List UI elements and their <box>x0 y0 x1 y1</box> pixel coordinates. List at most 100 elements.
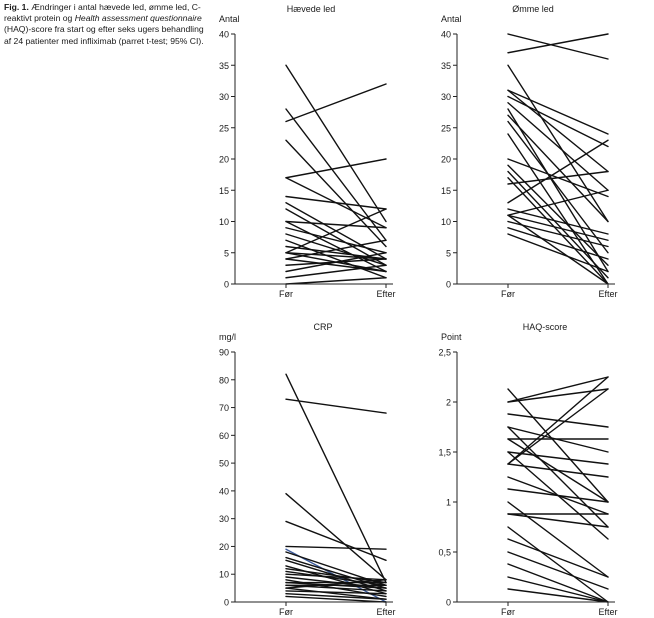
y-tick-label: 35 <box>441 61 451 71</box>
y-tick-label: 70 <box>219 403 229 413</box>
series-line-patient-18 <box>285 208 387 254</box>
y-tick-label: 40 <box>219 30 229 40</box>
y-axis-label: Antal <box>219 14 240 24</box>
series-line-patient-14 <box>285 239 387 279</box>
series-line-patient-11 <box>507 133 609 285</box>
series-line-patient-21 <box>507 588 609 603</box>
series-line-patient-1 <box>507 33 609 60</box>
y-tick-label: 50 <box>219 459 229 469</box>
x-tick-after: Efter <box>598 289 617 299</box>
series-line-patient-19 <box>285 258 387 273</box>
y-tick-label: 30 <box>441 92 451 102</box>
y-tick-label: 1,5 <box>438 448 451 458</box>
series-line-patient-2 <box>507 33 609 54</box>
series-line-patient-10 <box>285 220 387 229</box>
y-tick-label: 0 <box>224 280 229 290</box>
y-tick-label: 20 <box>219 155 229 165</box>
series-line-patient-6 <box>507 95 609 148</box>
chart-crp: CRP mg/l 0 10 20 30 40 50 60 70 80 90 Før Efter <box>219 322 396 617</box>
series-line-patient-14 <box>507 170 609 279</box>
series-line-patient-19 <box>507 214 609 241</box>
series-line-patient-23 <box>285 264 387 279</box>
chart-title: CRP <box>313 322 332 332</box>
series-line-patient-22 <box>285 590 387 595</box>
y-tick-label: 25 <box>219 123 229 133</box>
y-tick-label: 30 <box>219 514 229 524</box>
y-tick-label: 0,5 <box>438 548 451 558</box>
series-line-patient-17 <box>285 252 387 260</box>
y-tick-label: 20 <box>219 542 229 552</box>
series-line-patient-18 <box>507 551 609 590</box>
y-tick-label: 60 <box>219 431 229 441</box>
series-line-patient-15 <box>285 245 387 260</box>
y-axis-label: mg/l <box>219 332 236 342</box>
y-tick-label: 30 <box>219 92 229 102</box>
y-tick-label: 40 <box>441 30 451 40</box>
series-line-patient-24 <box>285 277 387 285</box>
series-line-patient-23 <box>285 592 387 600</box>
series-line-patient-20 <box>507 576 609 603</box>
series-line-patient-11 <box>285 567 387 584</box>
chart-haq-score: HAQ-score Point 0 0,5 1 1,5 2 2,5 Før Efter <box>438 322 617 617</box>
series-line-patient-24 <box>285 595 387 603</box>
y-axis-label: Antal <box>441 14 462 24</box>
series-line-patient-20 <box>285 579 387 589</box>
series-line-patient-4 <box>285 139 387 248</box>
series-line-patient-9 <box>507 114 609 223</box>
series-line-patient-3 <box>507 64 609 223</box>
y-tick-label: 90 <box>219 348 229 358</box>
series-line-patient-5 <box>507 426 609 528</box>
x-tick-before: Før <box>279 607 293 617</box>
chart-title: Hævede led <box>287 4 336 14</box>
x-tick-before: Før <box>501 607 515 617</box>
x-tick-after: Efter <box>598 607 617 617</box>
y-tick-label: 35 <box>219 61 229 71</box>
chart-tender-joints: Ømme led Antal 0 5 10 15 20 25 30 35 40 Før Efte… <box>441 4 618 299</box>
y-tick-label: 5 <box>224 248 229 258</box>
y-tick-label: 10 <box>219 217 229 227</box>
series-line-patient-22 <box>507 227 609 260</box>
series-line-patient-7 <box>507 451 609 465</box>
series-line-patient-22 <box>285 252 387 273</box>
y-tick-label: 5 <box>446 248 451 258</box>
caption-text-1: Ændringer i antal hævede led, ømme led, … <box>4 2 201 24</box>
series-line-patient-17 <box>507 139 609 204</box>
series-line-patient-11 <box>285 220 387 273</box>
series-line-patient-16 <box>507 526 609 603</box>
caption-text-italic: Health assessment questionnaire <box>74 13 202 24</box>
series-line-patient-3 <box>285 83 387 123</box>
series-line-patient-15 <box>507 177 609 285</box>
series-line-patient-10 <box>507 120 609 254</box>
series-line-patient-3 <box>285 492 387 581</box>
x-tick-before: Før <box>279 289 293 299</box>
x-tick-before: Før <box>501 289 515 299</box>
series-line-patient-24 <box>507 214 609 285</box>
chart-swollen-joints: Hævede led Antal 0 5 10 15 20 25 30 35 40 Før Ef… <box>219 4 396 299</box>
series-line-patient-1 <box>285 64 387 223</box>
series-line-patient-13 <box>507 501 609 578</box>
series-line-patient-2 <box>285 108 387 241</box>
y-tick-label: 10 <box>441 217 451 227</box>
series-line-patient-20 <box>507 189 609 216</box>
x-tick-after: Efter <box>376 289 395 299</box>
series-line-patient-5 <box>285 545 387 550</box>
y-tick-label: 1 <box>446 498 451 508</box>
series-line-patient-18 <box>507 208 609 235</box>
series-line-patient-24 <box>507 438 609 503</box>
y-tick-label: 0 <box>224 598 229 608</box>
y-tick-label: 20 <box>441 155 451 165</box>
y-tick-label: 25 <box>441 123 451 133</box>
series-line-patient-20 <box>285 239 387 260</box>
series-line-patient-23 <box>507 451 609 540</box>
series-line-patient-1 <box>507 388 609 503</box>
series-line-patient-22 <box>507 426 609 453</box>
series-line-patient-4 <box>507 89 609 135</box>
series-line-patient-8 <box>507 108 609 273</box>
series-line-patient-7 <box>285 195 387 210</box>
series-line-patient-16 <box>507 170 609 185</box>
chart-title: Ømme led <box>512 4 554 14</box>
series-line-patient-23 <box>507 233 609 273</box>
y-tick-label: 15 <box>219 186 229 196</box>
series-line-patient-2 <box>285 398 387 414</box>
figure-caption: Fig. 1. Ændringer i antal hævede led, øm… <box>4 2 204 47</box>
